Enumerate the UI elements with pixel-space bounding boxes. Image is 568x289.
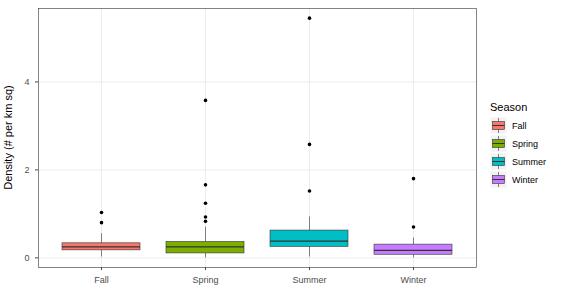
- html-text:Winter: Winter: [512, 174, 538, 185]
- html-text:Season: Season: [490, 100, 528, 113]
- svg-text:2: 2: [24, 165, 29, 175]
- html-text:Fall: Fall: [512, 120, 527, 131]
- svg-text:Summer: Summer: [292, 275, 326, 285]
- html-text:Spring: Spring: [512, 138, 538, 149]
- svg-text:Spring: Spring: [192, 275, 218, 285]
- html-text:Summer: Summer: [512, 156, 546, 167]
- svg-text:Winter: Winter: [400, 275, 426, 285]
- svg-text:0: 0: [24, 253, 29, 263]
- svg-text:4: 4: [24, 77, 29, 87]
- svg-text:Fall: Fall: [94, 275, 109, 285]
- svg-text:Density (# per km sq): Density (# per km sq): [2, 85, 14, 190]
